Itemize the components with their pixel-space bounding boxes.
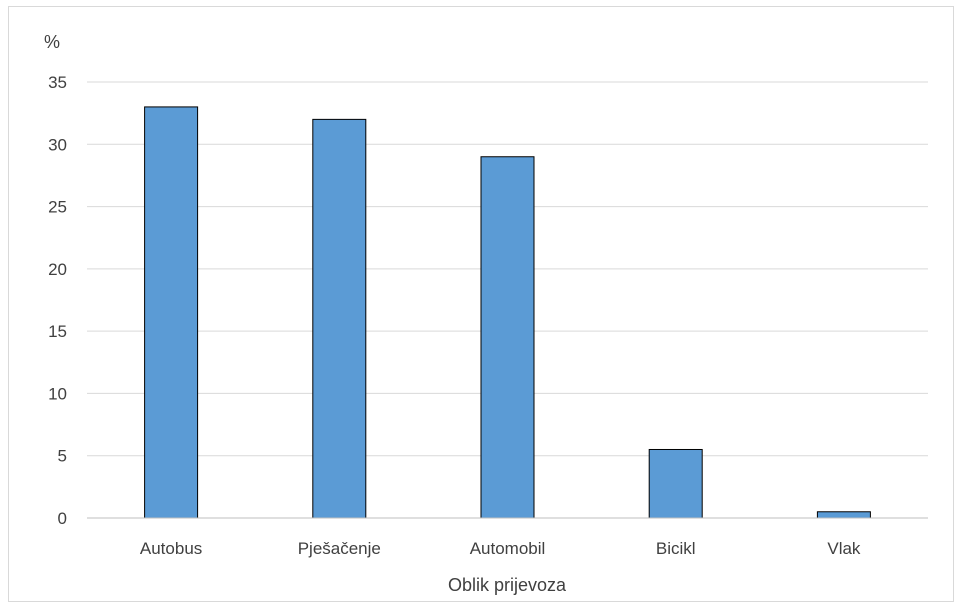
x-tick-label: Autobus — [140, 539, 202, 558]
x-tick-label: Vlak — [827, 539, 861, 558]
y-tick-label: 35 — [48, 73, 67, 92]
x-axis-title: Oblik prijevoza — [448, 575, 567, 595]
y-tick-label: 0 — [58, 509, 67, 528]
y-tick-label: 30 — [48, 135, 67, 154]
x-tick-label: Pješačenje — [298, 539, 381, 558]
y-tick-label: 15 — [48, 322, 67, 341]
y-tick-label: 25 — [48, 198, 67, 217]
y-tick-label: 5 — [58, 447, 67, 466]
bars — [144, 106, 871, 519]
y-tick-label: 10 — [48, 384, 67, 403]
y-axis-ticks: 0 5 10 15 20 25 30 35 — [48, 73, 67, 528]
bar — [648, 448, 703, 519]
y-axis-title: % — [44, 32, 60, 52]
bar — [480, 156, 535, 519]
bar — [816, 511, 871, 519]
bar — [312, 118, 367, 519]
x-tick-label: Bicikl — [656, 539, 696, 558]
x-axis-ticks: Autobus Pješačenje Automobil Bicikl Vlak — [140, 539, 861, 558]
bar — [144, 106, 199, 519]
y-tick-label: 20 — [48, 260, 67, 279]
x-tick-label: Automobil — [470, 539, 546, 558]
